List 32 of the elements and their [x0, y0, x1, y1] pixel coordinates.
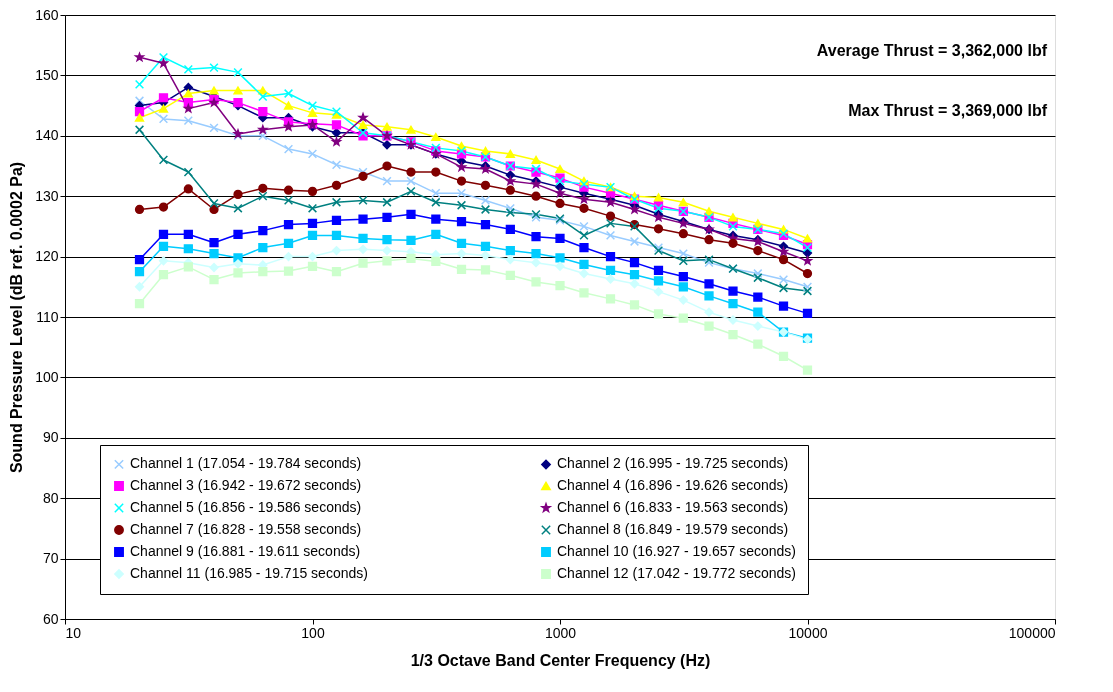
legend-label: Channel 12 (17.042 - 19.772 seconds)	[557, 565, 796, 581]
x-tick-label: 1000	[544, 624, 577, 641]
y-tick-label: 130	[35, 187, 59, 204]
x-tick-label: 100000	[1008, 624, 1056, 641]
annotation: Max Thrust = 3,369,000 lbf	[848, 102, 1048, 119]
legend-label: Channel 1 (17.054 - 19.784 seconds)	[130, 455, 362, 472]
y-tick-label: 160	[35, 6, 59, 23]
legend-label: Channel 8 (16.849 - 19.579 seconds)	[557, 521, 789, 537]
y-tick-label: 140	[35, 127, 59, 144]
x-tick-label: 10000	[788, 624, 828, 641]
y-tick-label: 110	[36, 308, 59, 325]
y-tick-label: 60	[42, 610, 59, 627]
legend-label: Channel 4 (16.896 - 19.626 seconds)	[557, 477, 789, 493]
legend-label: Channel 7 (16.828 - 19.558 seconds)	[130, 521, 362, 537]
y-tick-label: 80	[42, 489, 59, 506]
y-tick-label: 120	[35, 248, 59, 265]
legend-label: Channel 11 (16.985 - 19.715 seconds)	[130, 565, 368, 581]
annotation: Average Thrust = 3,362,000 lbf	[816, 42, 1048, 59]
y-tick-label: 100	[35, 368, 59, 385]
y-tick-label: 90	[42, 429, 59, 446]
x-tick-label: 100	[301, 624, 325, 641]
legend-label: Channel 6 (16.833 - 19.563 seconds)	[557, 499, 789, 515]
legend-label: Channel 2 (16.995 - 19.725 seconds)	[557, 455, 789, 472]
y-tick-label: 70	[42, 550, 59, 567]
legend-label: Channel 10 (16.927 - 19.657 seconds)	[557, 543, 796, 559]
y-axis-title: Sound Pressure Level (dB ref. 0.0002 Pa)	[8, 161, 26, 474]
legend-label: Channel 3 (16.942 - 19.672 seconds)	[130, 477, 362, 493]
legend-label: Channel 9 (16.881 - 19.611 seconds)	[130, 543, 361, 559]
x-tick-label: 10	[65, 624, 82, 641]
legend-label: Channel 5 (16.856 - 19.586 seconds)	[130, 499, 362, 515]
x-axis-title: 1/3 Octave Band Center Frequency (Hz)	[410, 651, 711, 669]
y-tick-label: 150	[35, 66, 59, 83]
